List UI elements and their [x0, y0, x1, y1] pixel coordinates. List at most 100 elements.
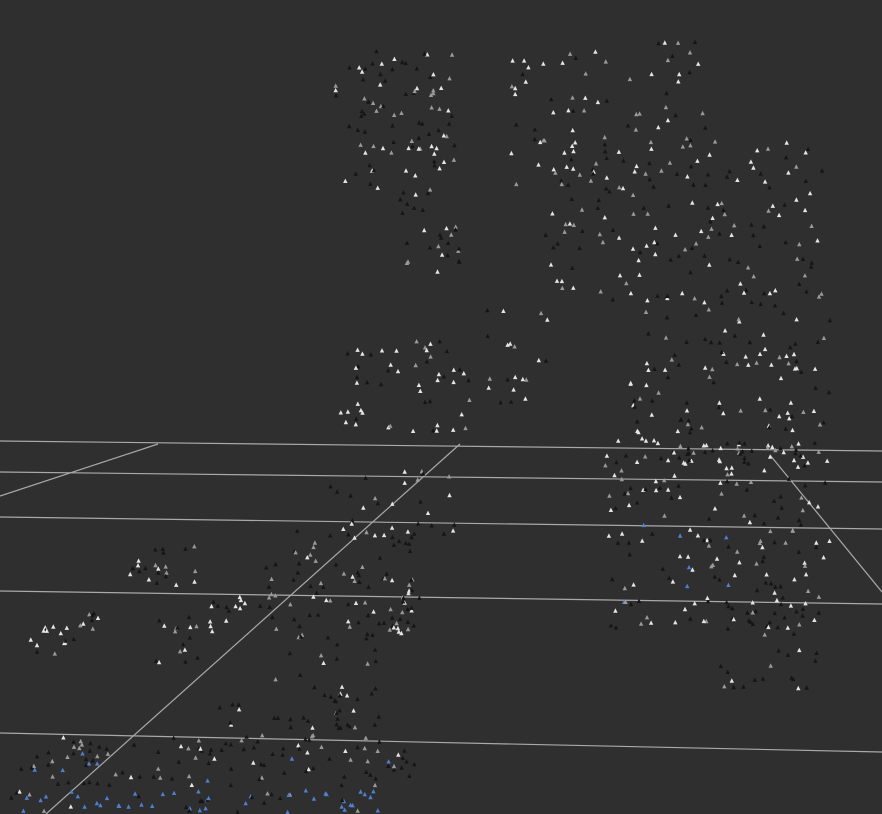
point	[258, 603, 263, 608]
point	[573, 55, 578, 60]
point	[652, 366, 657, 371]
point	[724, 174, 730, 179]
point	[640, 538, 645, 543]
point	[746, 362, 751, 367]
point	[715, 201, 720, 207]
point	[773, 447, 778, 453]
point	[804, 289, 809, 294]
point	[813, 385, 818, 390]
point	[63, 638, 68, 643]
point	[567, 221, 573, 226]
point	[792, 366, 798, 371]
point	[676, 79, 681, 84]
point	[670, 53, 675, 58]
point	[665, 117, 671, 123]
point	[745, 610, 750, 615]
point	[269, 791, 274, 797]
point	[183, 546, 188, 551]
point	[815, 339, 821, 344]
point	[371, 789, 376, 794]
point	[757, 396, 762, 401]
point	[588, 178, 594, 183]
point	[209, 603, 214, 609]
point	[303, 736, 308, 742]
point	[328, 598, 333, 603]
point	[95, 753, 100, 759]
point	[339, 782, 344, 787]
grid-line	[769, 454, 882, 593]
point	[643, 486, 648, 492]
point	[752, 677, 757, 682]
point	[466, 377, 471, 383]
point	[616, 438, 621, 443]
point	[681, 460, 686, 465]
point	[207, 751, 213, 756]
point	[372, 722, 377, 727]
point	[321, 584, 326, 589]
point	[430, 428, 436, 433]
point	[778, 584, 783, 589]
point	[610, 576, 615, 582]
point	[784, 353, 789, 358]
point	[364, 769, 369, 774]
point	[352, 535, 357, 540]
point	[788, 400, 794, 405]
point	[731, 616, 736, 622]
point	[243, 800, 248, 806]
point	[51, 624, 56, 629]
point	[536, 162, 541, 167]
point	[597, 231, 602, 237]
point	[651, 184, 656, 189]
point	[794, 164, 799, 169]
point	[150, 803, 155, 808]
point	[754, 561, 759, 566]
point	[662, 513, 667, 518]
point	[700, 110, 705, 116]
point	[98, 802, 103, 808]
point	[388, 423, 393, 428]
point	[813, 658, 818, 663]
point	[357, 579, 362, 584]
point	[670, 579, 676, 584]
point	[548, 262, 554, 267]
point	[195, 655, 200, 660]
point	[729, 471, 734, 476]
point	[178, 743, 184, 749]
point	[461, 371, 466, 376]
point	[710, 366, 715, 372]
point	[656, 40, 661, 46]
point	[774, 597, 780, 603]
point	[104, 746, 109, 751]
point	[264, 565, 269, 570]
point	[685, 421, 691, 427]
point	[431, 88, 436, 93]
point	[431, 90, 436, 96]
point	[378, 82, 383, 87]
point	[801, 409, 806, 414]
point	[692, 296, 697, 301]
point	[751, 232, 756, 238]
point	[595, 205, 601, 210]
point	[613, 625, 619, 630]
point	[512, 344, 517, 349]
point	[636, 598, 642, 603]
point	[612, 472, 617, 478]
point	[775, 515, 781, 520]
point	[775, 624, 780, 630]
point	[741, 684, 746, 689]
point	[684, 339, 689, 344]
point	[665, 374, 671, 380]
point	[307, 612, 312, 618]
point	[545, 317, 550, 322]
point	[164, 570, 169, 575]
point	[441, 374, 447, 379]
point	[259, 775, 265, 780]
point	[771, 498, 777, 503]
point	[422, 399, 428, 405]
point	[278, 795, 283, 801]
point	[422, 51, 427, 56]
point	[762, 468, 767, 473]
point	[673, 232, 678, 237]
